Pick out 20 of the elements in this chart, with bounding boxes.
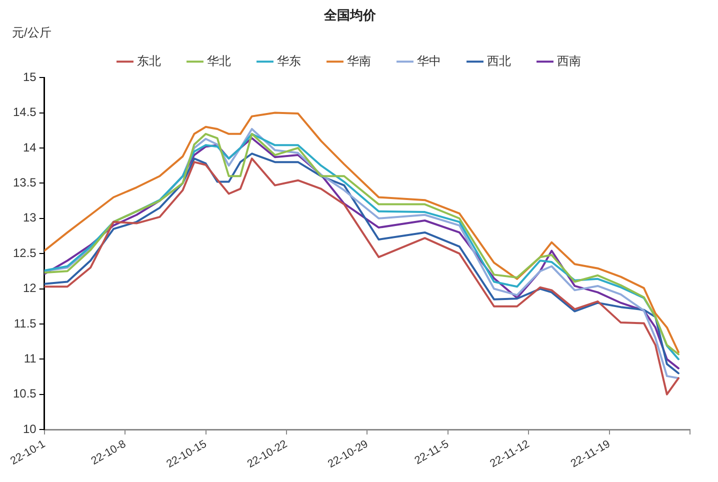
chart-title: 全国均价	[323, 7, 377, 22]
legend-label: 东北	[137, 54, 161, 68]
y-tick-label: 12.5	[12, 246, 37, 260]
y-axis-title: 元/公斤	[12, 25, 52, 40]
y-tick-label: 15	[22, 70, 37, 84]
legend-label: 西北	[487, 54, 511, 68]
y-tick-label: 13	[22, 210, 37, 225]
legend-label: 西南	[557, 54, 581, 68]
y-tick-label: 14	[22, 140, 37, 154]
legend-label: 华中	[417, 54, 441, 68]
y-tick-label: 13.5	[12, 176, 37, 190]
y-tick-label: 11	[24, 351, 37, 366]
legend-label: 华东	[277, 54, 301, 68]
y-tick-label: 10.5	[12, 386, 37, 401]
y-tick-label: 10	[22, 422, 37, 436]
y-tick-label: 14.5	[12, 105, 37, 120]
legend-label: 华南	[347, 54, 371, 68]
y-tick-label: 12	[22, 281, 37, 296]
y-tick-label: 11.5	[14, 316, 37, 330]
legend-label: 华北	[207, 54, 231, 68]
